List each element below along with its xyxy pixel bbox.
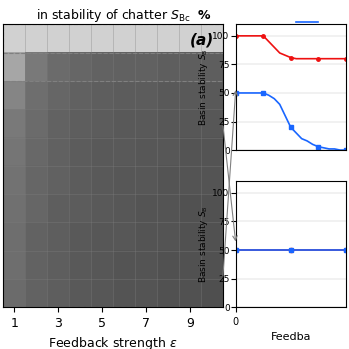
Text: %: % [198, 9, 210, 22]
Y-axis label: Basin stability $S_{\mathrm{B}}$: Basin stability $S_{\mathrm{B}}$ [196, 49, 210, 126]
Title: in stability of chatter $S_{\mathrm{Bc}}$: in stability of chatter $S_{\mathrm{Bc}}… [36, 7, 190, 24]
Bar [3, 24, 223, 53]
Bar [3, 81, 223, 307]
X-axis label: Feedba: Feedba [270, 332, 311, 342]
Text: (a): (a) [190, 33, 214, 48]
Y-axis label: Basin stability $S_{\mathrm{B}}$: Basin stability $S_{\mathrm{B}}$ [196, 206, 210, 283]
X-axis label: Feedback strength $\varepsilon$: Feedback strength $\varepsilon$ [49, 335, 178, 349]
